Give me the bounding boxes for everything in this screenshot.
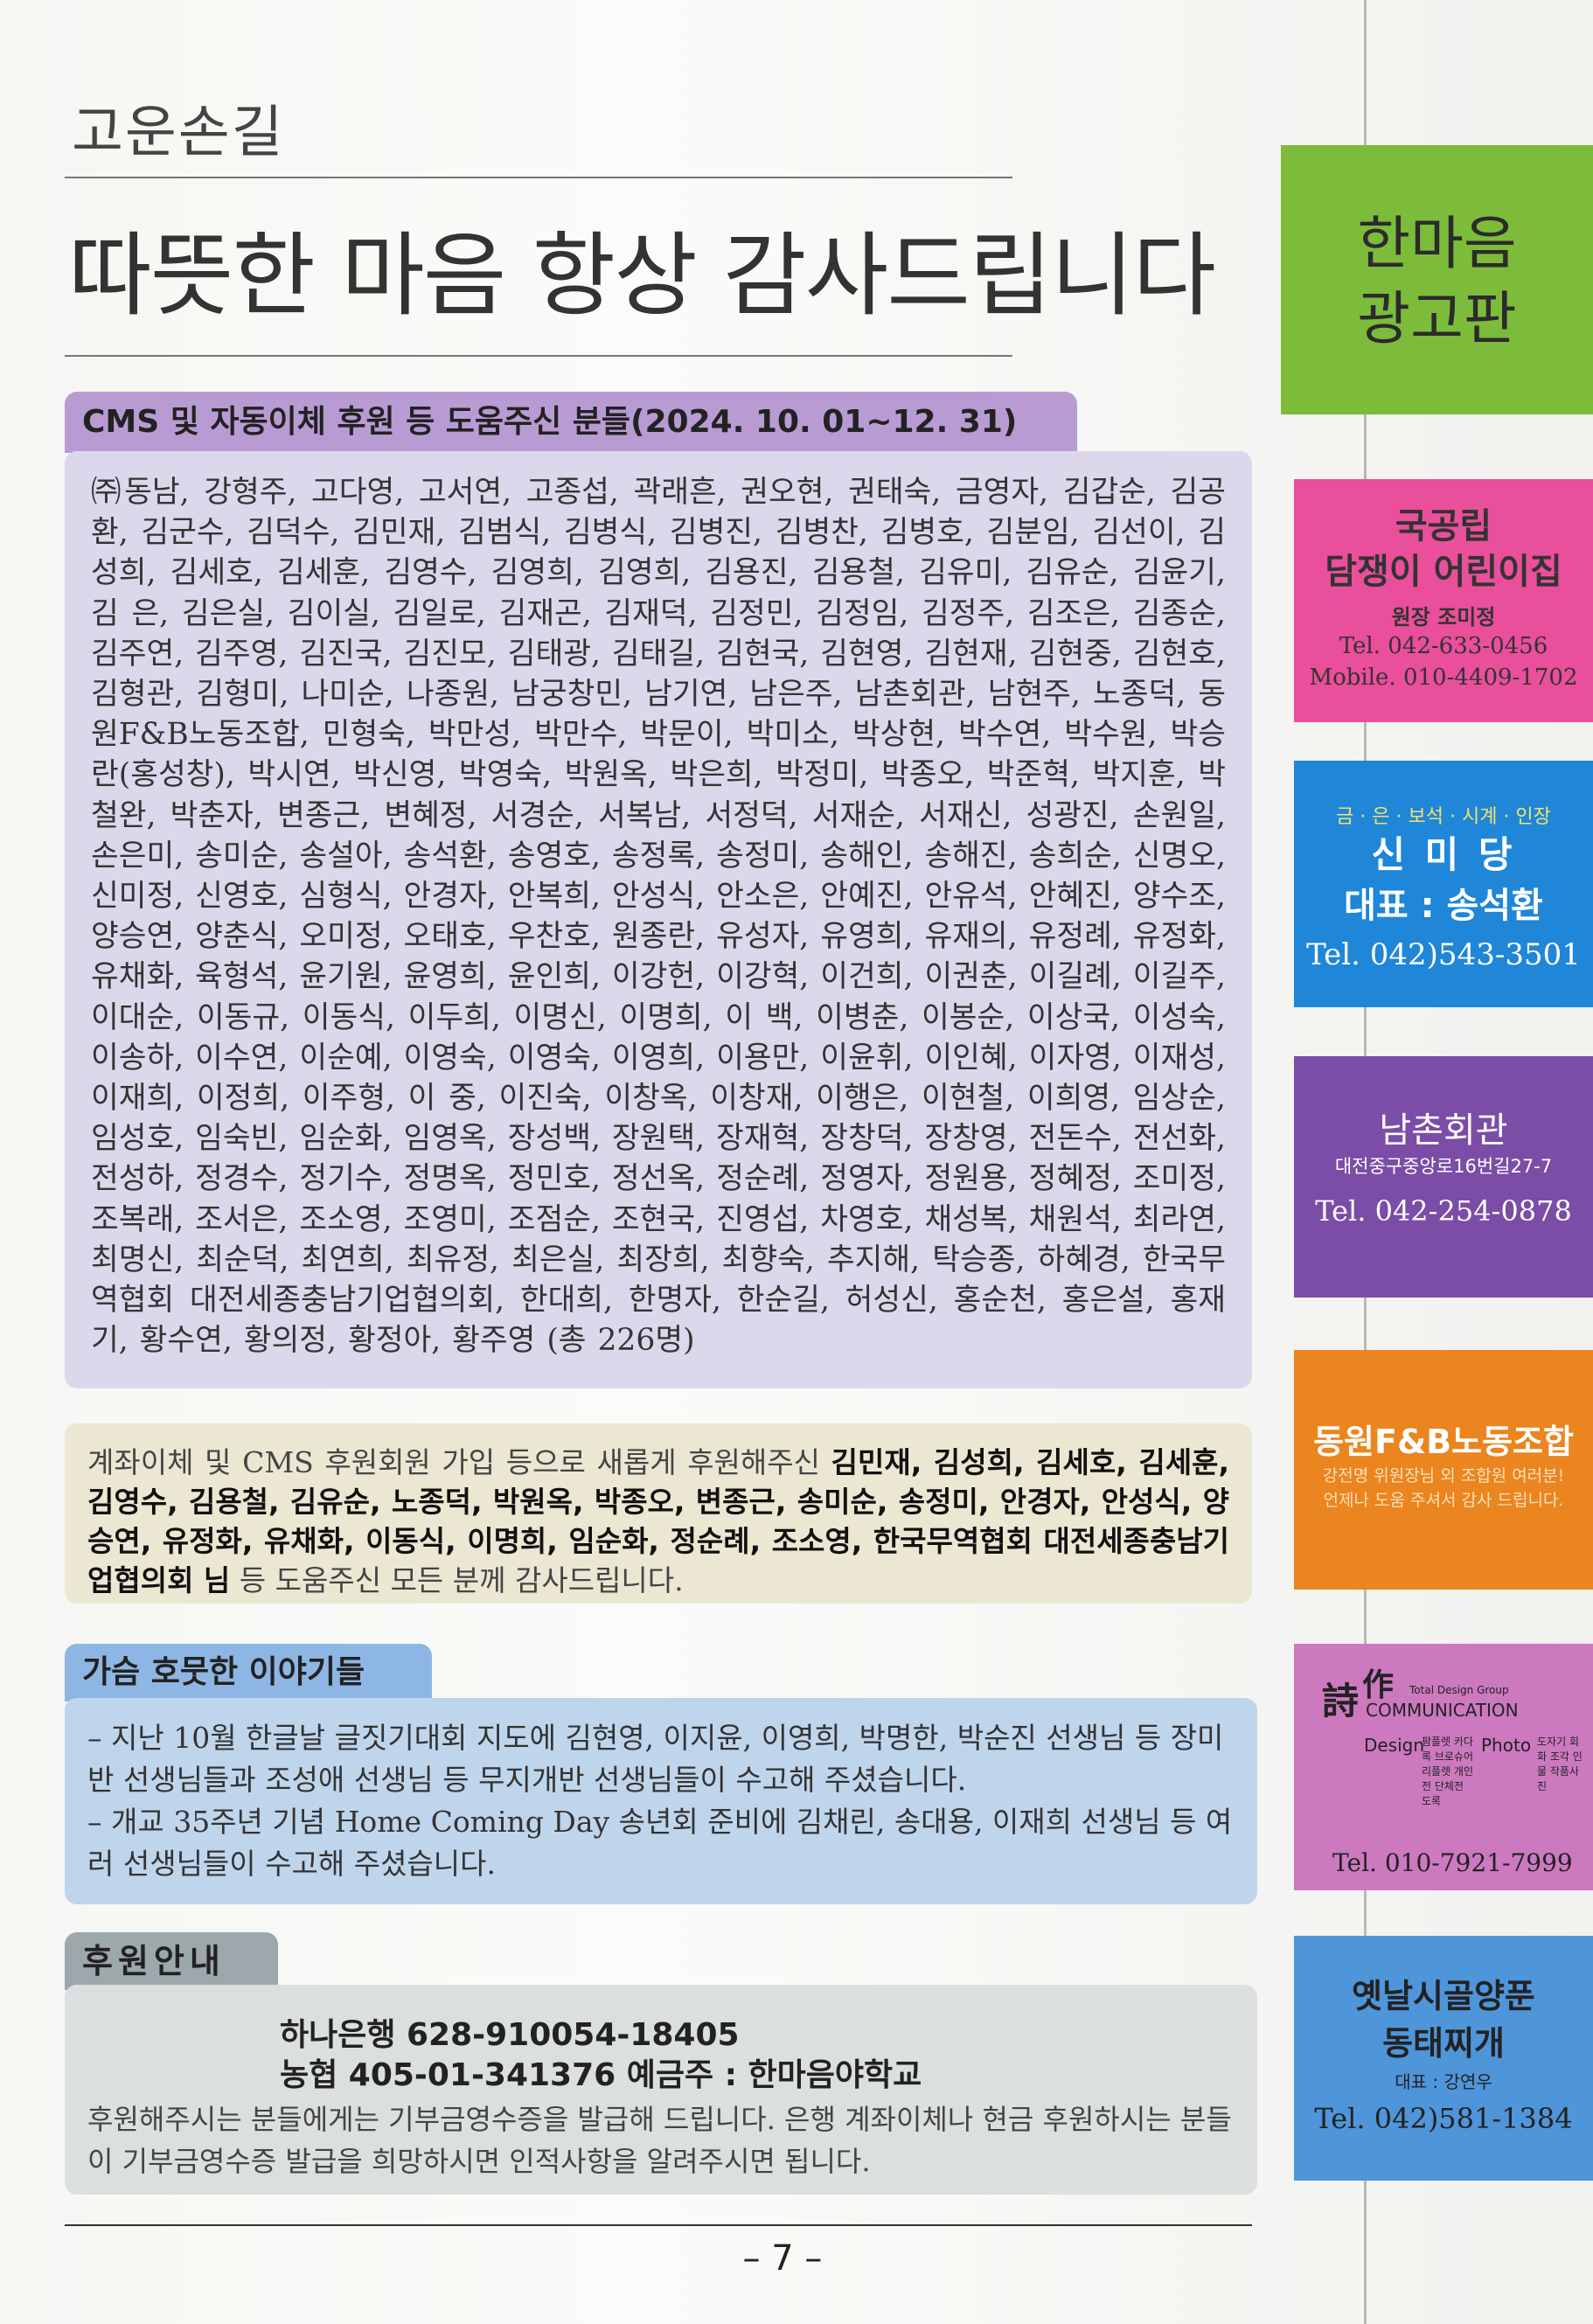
- ad-union-name: 동원F&B노동조합: [1313, 1423, 1574, 1461]
- header-rule-top: [65, 177, 1012, 178]
- bank-account-hana: 하나은행 628-910054-18405: [280, 2017, 740, 2053]
- footer-rule: [65, 2224, 1252, 2226]
- ad-eel: 옛날시골양푼 동태찌개 대표 : 강연우 Tel. 042)581-1384: [1294, 1936, 1593, 2181]
- ad-design-col2-head: Photo: [1481, 1735, 1532, 1756]
- stories-heading: 가슴 호뭇한 이야기들: [65, 1644, 432, 1701]
- ad-union: 동원F&B노동조합 강전명 위원장님 외 조합원 여러분! 언제나 도움 주셔서…: [1294, 1350, 1593, 1590]
- ad-union-line1: 강전명 위원장님 외 조합원 여러분!: [1322, 1466, 1565, 1486]
- ad-board-title-line1: 한마음: [1357, 210, 1517, 277]
- ad-board-title-line2: 광고판: [1357, 285, 1517, 352]
- ad-namchon-tel: Tel. 042-254-0878: [1315, 1194, 1572, 1228]
- bank-account-nonghyup: 농협 405-01-341376 예금주 : 한마음야학교: [280, 2057, 922, 2093]
- new-donors-text: 계좌이체 및 CMS 후원회원 가입 등으로 새롭게 후원해주신 김민재, 김성…: [87, 1443, 1229, 1600]
- new-donors-box: 계좌이체 및 CMS 후원회원 가입 등으로 새롭게 후원해주신 김민재, 김성…: [65, 1423, 1252, 1604]
- ad-design-col2: 도자기 회화 조각 인물 작품사진: [1537, 1736, 1583, 1792]
- ad-shinmi-name: 신 미 당: [1371, 833, 1516, 876]
- ad-design-col1-head: Design: [1364, 1735, 1425, 1756]
- ad-daycare-line1: 국공립: [1395, 505, 1492, 546]
- header-rule-bottom: [65, 355, 1012, 357]
- ad-design-tel: Tel. 010-7921-7999: [1332, 1848, 1573, 1877]
- cms-names-list: ㈜동남, 강형주, 고다영, 고서연, 고종섭, 곽래흔, 권오현, 권태숙, …: [91, 475, 1226, 1359]
- ad-namchon-address: 대전중구중앙로16번길27-7: [1334, 1156, 1553, 1177]
- new-donors-intro: 계좌이체 및 CMS 후원회원 가입 등으로 새롭게 후원해주신: [87, 1445, 831, 1479]
- ad-namchon-name: 남촌회관: [1379, 1110, 1508, 1151]
- ad-daycare-tel: Tel. 042-633-0456: [1339, 633, 1548, 659]
- ad-eel-tel: Tel. 042)581-1384: [1314, 2102, 1573, 2135]
- support-box: 하나은행 628-910054-18405 농협 405-01-341376 예…: [65, 1985, 1257, 2195]
- page-title: 따뜻한 마음 항상 감사드립니다: [68, 222, 1216, 329]
- page-number: – 7 –: [742, 2238, 823, 2279]
- section-label: 고운손길: [72, 101, 285, 165]
- ad-eel-rep: 대표 : 강연우: [1395, 2071, 1492, 2092]
- ad-union-line2: 언제나 도움 주셔서 감사 드립니다.: [1323, 1491, 1564, 1510]
- ad-eel-line1: 옛날시골양푼: [1352, 1977, 1535, 2015]
- ad-design-brand: COMMUNICATION: [1366, 1700, 1519, 1721]
- story-item: – 지난 10월 한글날 글짓기대회 지도에 김현영, 이지윤, 이영희, 박명…: [87, 1721, 1224, 1797]
- ad-shinmi-rep: 대표 : 송석환: [1344, 886, 1543, 926]
- ad-daycare-line2: 담쟁이 어린이집: [1325, 551, 1562, 592]
- ad-design-logo-mark2: 作: [1362, 1666, 1395, 1703]
- ad-namchon: 남촌회관 대전중구중앙로16번길27-7 Tel. 042-254-0878: [1294, 1056, 1593, 1298]
- ad-design-group: Total Design Group: [1409, 1684, 1509, 1696]
- ad-shinmi-tagline: 금 · 은 · 보석 · 시계 · 인장: [1336, 806, 1551, 828]
- support-note: 후원해주시는 분들에게는 기부금영수증을 발급해 드립니다. 은행 계좌이체나 …: [87, 2103, 1232, 2178]
- ad-shinmi: 금 · 은 · 보석 · 시계 · 인장 신 미 당 대표 : 송석환 Tel.…: [1294, 761, 1593, 1007]
- cms-heading: CMS 및 자동이체 후원 등 도움주신 분들(2024. 10. 01~12.…: [65, 392, 1077, 453]
- support-heading: 후원안내: [65, 1932, 278, 1990]
- stories-box: – 지난 10월 한글날 글짓기대회 지도에 김현영, 이지윤, 이영희, 박명…: [65, 1698, 1257, 1904]
- ad-shinmi-tel: Tel. 042)543-3501: [1306, 937, 1581, 972]
- story-item: – 개교 35주년 기념 Home Coming Day 송년회 준비에 김채린…: [87, 1805, 1233, 1881]
- new-donors-outro: 등 도움주신 모든 분께 감사드립니다.: [230, 1563, 684, 1597]
- ad-eel-line2: 동태찌개: [1382, 2024, 1505, 2063]
- new-donors-names: 김민재, 김성희, 김세호, 김세훈, 김영수, 김용철, 김유순, 노종덕, …: [87, 1445, 1230, 1597]
- ad-daycare-director: 원장 조미정: [1391, 604, 1496, 630]
- ad-design-logo-mark: 詩: [1322, 1680, 1360, 1722]
- ad-daycare-mobile: Mobile. 010-4409-1702: [1309, 664, 1578, 691]
- cms-names-box: ㈜동남, 강형주, 고다영, 고서연, 고종섭, 곽래흔, 권오현, 권태숙, …: [65, 451, 1252, 1388]
- ad-design: 詩 作 Total Design Group COMMUNICATION Des…: [1294, 1644, 1593, 1890]
- ad-design-col1: 팜플렛 카다록 브로슈어 리플렛 개인전 단체전 도록: [1422, 1736, 1474, 1807]
- ad-daycare: 국공립 담쟁이 어린이집 원장 조미정 Tel. 042-633-0456 Mo…: [1294, 479, 1593, 722]
